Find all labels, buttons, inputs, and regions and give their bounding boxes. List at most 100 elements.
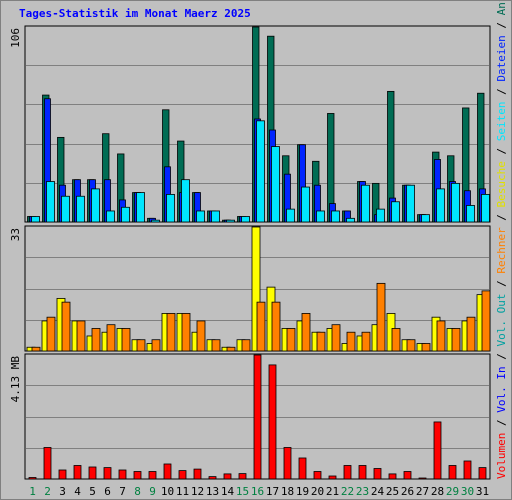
x-tick-label: 24 [371,485,385,498]
bar-seiten-day-6 [106,210,115,223]
bar-volumen-day-9 [148,471,157,480]
legend-separator: / [495,15,508,35]
bar-rechner-day-27 [421,343,431,352]
bar-seiten-day-23 [361,184,370,223]
legend-item: Dateien [495,35,508,81]
bar-rechner-day-12 [196,320,206,352]
bar-volumen-day-3 [58,469,67,480]
bar-volumen-day-17 [268,364,277,480]
bar-volumen-day-26 [403,471,412,480]
bar-seiten-day-8 [136,192,145,223]
bar-volumen-day-11 [178,470,187,480]
bar-seiten-day-10 [166,194,175,223]
bar-seiten-day-17 [271,146,280,223]
bar-rechner-day-31 [481,290,491,352]
bar-volumen-day-21 [328,475,337,480]
bar-rechner-day-15 [241,339,251,352]
bar-volumen-day-16 [253,354,262,480]
x-tick-label: 14 [221,485,235,498]
bar-rechner-day-5 [91,328,101,352]
bar-seiten-day-31 [481,194,490,223]
x-tick-label: 1 [29,485,36,498]
bar-rechner-day-29 [451,328,461,352]
bar-seiten-day-2 [46,181,55,223]
bar-volumen-day-28 [433,421,442,480]
bar-rechner-day-16 [256,301,266,352]
y-max-label-3: 4.13 MB [9,356,22,403]
x-tick-label: 18 [281,485,294,498]
bar-volumen-day-4 [73,465,82,480]
chart-title: Tages-Statistik im Monat Maerz 2025 [19,7,251,20]
bar-volumen-day-10 [163,463,172,480]
x-tick-label: 25 [386,485,399,498]
bar-rechner-day-14 [226,346,236,352]
bar-seiten-day-22 [346,217,355,223]
bar-rechner-day-23 [361,331,371,352]
x-tick-label: 31 [476,485,489,498]
legend-item: Seiten [495,101,508,141]
bar-volumen-day-15 [238,473,247,480]
x-tick-label: 7 [119,485,126,498]
bar-volumen-day-12 [193,468,202,480]
legend-separator: / [495,274,508,294]
legend-separator: / [495,141,508,161]
x-tick-label: 12 [191,485,204,498]
x-tick-label: 21 [326,485,339,498]
bar-rechner-day-10 [166,313,176,352]
bar-seiten-day-19 [301,186,310,223]
x-tick-label: 4 [74,485,81,498]
bar-rechner-day-30 [466,316,476,352]
bar-volumen-day-1 [28,477,37,480]
bar-volumen-day-31 [478,467,487,480]
bar-seiten-day-25 [391,201,400,223]
bar-volumen-day-20 [313,471,322,480]
bar-rechner-day-3 [61,301,71,352]
x-tick-label: 3 [59,485,66,498]
bar-seiten-day-12 [196,210,205,223]
x-tick-label: 19 [296,485,309,498]
bar-volumen-day-2 [43,447,52,480]
bar-seiten-day-5 [91,188,100,223]
bar-seiten-day-26 [406,184,415,223]
bar-volumen-day-5 [88,466,97,480]
bar-seiten-day-3 [61,195,70,223]
bar-volumen-day-30 [463,460,472,480]
legend-separator: / [495,347,508,367]
bar-rechner-day-6 [106,324,116,352]
bar-volumen-day-18 [283,447,292,480]
bar-seiten-day-18 [286,208,295,223]
bar-volumen-day-6 [103,467,112,480]
bar-seiten-day-30 [466,205,475,223]
bar-seiten-day-21 [331,210,340,223]
bar-rechner-day-24 [376,282,386,352]
bar-seiten-day-24 [376,208,385,223]
bar-volumen-day-13 [208,476,217,480]
x-tick-label: 29 [446,485,459,498]
bar-seiten-day-9 [151,219,160,223]
bar-seiten-day-29 [451,182,460,223]
bar-besuche-day-16 [251,226,261,352]
bar-rechner-day-1 [31,346,41,352]
bar-rechner-day-13 [211,339,221,352]
bar-rechner-day-22 [346,331,356,352]
x-tick-label: 27 [416,485,429,498]
x-tick-label: 16 [251,485,264,498]
x-tick-label: 13 [206,485,219,498]
legend-item: Volumen [495,433,508,479]
bar-rechner-day-28 [436,320,446,352]
legend-separator: / [495,413,508,433]
bar-rechner-day-7 [121,328,131,352]
bar-volumen-day-19 [298,457,307,480]
x-tick-label: 17 [266,485,279,498]
bar-volumen-day-8 [133,471,142,480]
bar-seiten-day-7 [121,206,130,223]
legend: Volumen / Vol. In / Vol. Out / Rechner /… [495,1,508,479]
legend-item: Vol. Out [495,294,508,347]
bar-rechner-day-11 [181,313,191,352]
bar-seiten-day-1 [31,216,40,223]
y-max-label-2: 33 [9,228,22,241]
legend-item: Rechner [495,227,508,274]
x-tick-label: 28 [431,485,444,498]
